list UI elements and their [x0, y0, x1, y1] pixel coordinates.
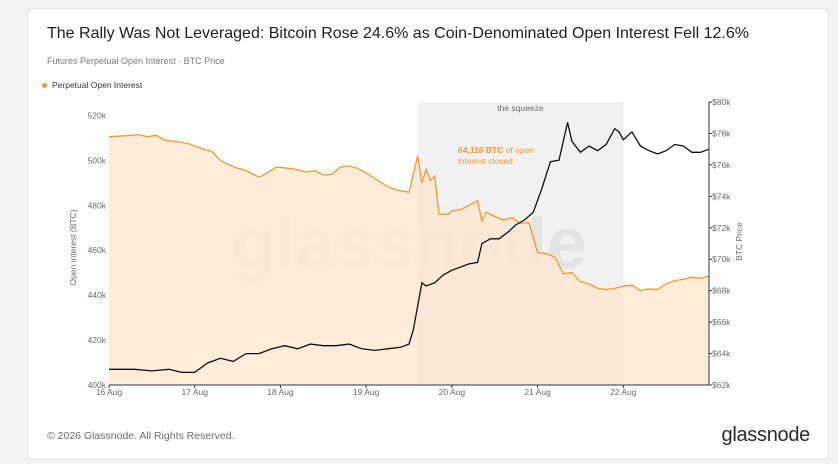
right-tick-label: $78k [712, 128, 731, 138]
right-tick-label: $64k [712, 349, 731, 359]
right-tick-label: $72k [712, 223, 731, 233]
copyright: © 2026 Glassnode. All Rights Reserved. [47, 430, 235, 442]
right-tick-label: $70k [712, 254, 731, 264]
chart-title: The Rally Was Not Leveraged: Bitcoin Ros… [47, 25, 749, 42]
right-tick-label: $76k [712, 160, 731, 170]
x-tick-label: 16 Aug [96, 387, 123, 397]
price-series-line [109, 122, 710, 374]
oi-area [109, 134, 709, 385]
right-tick-label: $62k [712, 380, 731, 390]
annotation-line1: 64,116 BTC of open [458, 145, 534, 155]
left-tick-label: 500k [88, 155, 107, 165]
right-axis-title: BTC Price [734, 222, 744, 261]
left-tick-label: 520k [88, 110, 107, 120]
left-axis-title: Open interest (BTC) [68, 209, 78, 285]
legend[interactable]: Perpetual Open Interest [42, 80, 142, 90]
legend-dot-icon [42, 82, 47, 88]
right-tick-label: $74k [712, 191, 731, 201]
right-tick-label: $68k [712, 286, 731, 296]
left-tick-label: 440k [88, 290, 107, 300]
x-tick-label: 18 Aug [267, 387, 294, 397]
left-tick-label: 460k [88, 245, 107, 255]
x-tick-label: 17 Aug [181, 387, 208, 397]
left-tick-label: 420k [88, 335, 107, 345]
x-tick-label: 21 Aug [524, 387, 551, 397]
highlight-label: the squeeze [497, 103, 544, 113]
brand-logo[interactable]: glassnode [721, 424, 811, 446]
right-tick-label: $66k [712, 317, 731, 327]
x-tick-label: 19 Aug [353, 387, 380, 397]
left-tick-label: 400k [88, 380, 107, 390]
legend-label: Perpetual Open Interest [52, 80, 143, 90]
x-tick-label: 20 Aug [439, 387, 466, 397]
annotation-line2: interest closed [458, 156, 513, 166]
right-tick-label: $80k [712, 97, 731, 107]
x-tick-label: 22 Aug [610, 387, 637, 397]
chart-subtitle: Futures Perpetual Open Interest · BTC Pr… [47, 56, 225, 66]
left-tick-label: 480k [88, 200, 107, 210]
oi-series-line [108, 133, 710, 292]
